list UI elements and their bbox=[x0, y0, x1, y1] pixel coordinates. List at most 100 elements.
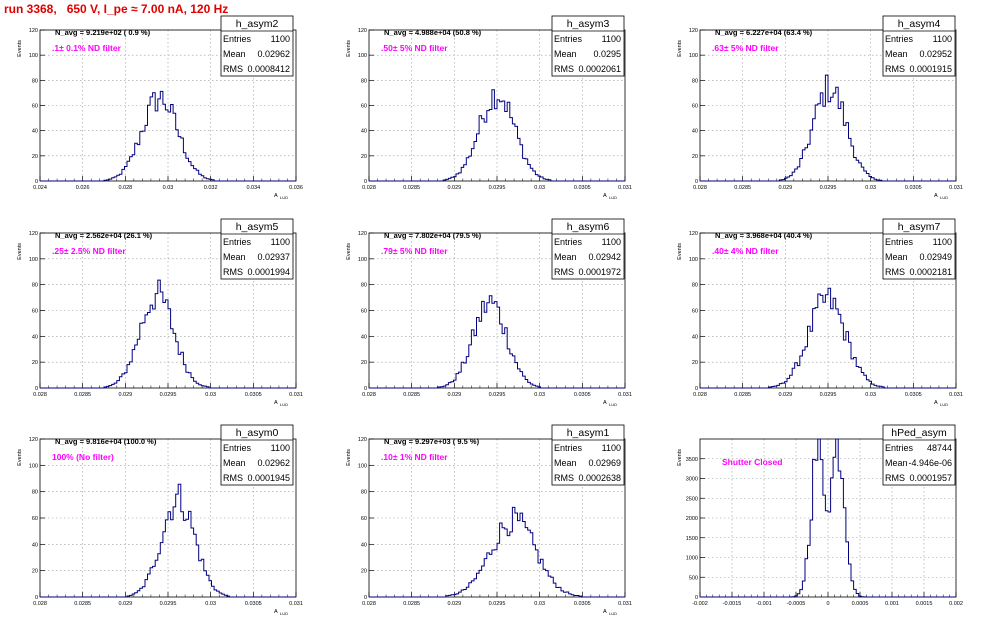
navg-label: N_avg = 9.816e+04 (100.0 %) bbox=[55, 437, 157, 446]
histogram-line bbox=[40, 90, 296, 182]
histogram-name: h_asym6 bbox=[567, 221, 610, 233]
stats-value-mean: 0.02969 bbox=[588, 458, 621, 468]
stats-box-frame bbox=[882, 218, 956, 280]
stats-value-entries: 1100 bbox=[271, 237, 290, 247]
histogram-name: h_asym1 bbox=[567, 427, 610, 439]
stats-value-entries: 1100 bbox=[602, 443, 621, 453]
x-tick-label: 0.028 bbox=[33, 601, 47, 607]
y-tick-label: 100 bbox=[689, 257, 698, 263]
x-tick-label: 0.026 bbox=[76, 185, 90, 191]
x-tick-label: 0.03 bbox=[205, 601, 216, 607]
stats-key-entries: Entries bbox=[554, 237, 583, 247]
y-tick-label: 1500 bbox=[686, 536, 698, 542]
x-tick-label: 0.029 bbox=[118, 392, 132, 398]
stats-value-rms: 0.0002638 bbox=[578, 473, 621, 483]
stats-key-rms: RMS bbox=[554, 267, 574, 277]
histogram-line bbox=[700, 74, 956, 182]
panel-h_asym2: 0.024 0.026 0.028 0.03 0.032 0.034 0.036 0 20 40 6… bbox=[17, 15, 303, 200]
y-tick-label: 100 bbox=[358, 257, 367, 263]
y-tick-label: 60 bbox=[32, 104, 38, 110]
stats-key-entries: Entries bbox=[223, 34, 252, 44]
x-tick-label: 0.0305 bbox=[245, 601, 262, 607]
histogram-line bbox=[700, 438, 956, 598]
x-tick-label: 0.0285 bbox=[74, 601, 91, 607]
y-axis-label: Events bbox=[17, 449, 23, 466]
panel-h_asym5: 0.028 0.0285 0.029 0.0295 0.03 0.0305 0.031 0 20… bbox=[17, 218, 303, 407]
stats-value-mean: 0.02962 bbox=[257, 49, 290, 59]
x-tick-label: -0.001 bbox=[756, 601, 772, 607]
stats-value-rms: 0.0001915 bbox=[909, 64, 952, 74]
y-tick-label: 120 bbox=[358, 437, 367, 443]
stats-key-entries: Entries bbox=[885, 237, 914, 247]
x-tick-label: 0.0285 bbox=[403, 392, 420, 398]
stats-box-frame bbox=[551, 15, 625, 77]
y-tick-label: 0 bbox=[364, 595, 367, 601]
x-tick-label: 0.032 bbox=[204, 185, 218, 191]
x-tick-label: 0.0305 bbox=[905, 392, 922, 398]
filter-annotation: .40± 4% ND filter bbox=[712, 246, 779, 256]
x-tick-label: 0.03 bbox=[865, 185, 876, 191]
x-tick-label: 0.03 bbox=[163, 185, 174, 191]
y-tick-label: 0 bbox=[695, 179, 698, 185]
x-axis-label: A bbox=[274, 400, 278, 406]
x-tick-label: 0.029 bbox=[447, 185, 461, 191]
navg-label: N_avg = 3.968e+04 (40.4 %) bbox=[715, 231, 813, 240]
y-tick-label: 0 bbox=[364, 179, 367, 185]
x-tick-label: 0.03 bbox=[534, 392, 545, 398]
stats-key-entries: Entries bbox=[554, 443, 583, 453]
y-tick-label: 0 bbox=[695, 386, 698, 392]
y-tick-label: 60 bbox=[32, 516, 38, 522]
y-tick-label: 120 bbox=[29, 437, 38, 443]
stats-box-frame bbox=[220, 218, 294, 280]
y-tick-label: 120 bbox=[689, 28, 698, 34]
x-axis-label: A bbox=[274, 193, 278, 199]
x-tick-label: 0.0295 bbox=[820, 185, 837, 191]
panel-h_asym0: 0.028 0.0285 0.029 0.0295 0.03 0.0305 0.031 0 20… bbox=[17, 424, 303, 616]
x-tick-label: 0.031 bbox=[618, 601, 632, 607]
stats-value-rms: 0.0002181 bbox=[909, 267, 952, 277]
y-tick-label: 500 bbox=[689, 575, 698, 581]
histogram-line bbox=[369, 506, 625, 598]
x-tick-label: 0.036 bbox=[289, 185, 303, 191]
stats-value-mean: 0.02937 bbox=[257, 252, 290, 262]
filter-annotation: .63± 5% ND filter bbox=[712, 43, 779, 53]
y-tick-label: 100 bbox=[358, 463, 367, 469]
histogram-name: h_asym5 bbox=[236, 221, 279, 233]
stats-box: h_asym4 Entries 1100 Mean 0.02952 RMS 0.000191… bbox=[882, 15, 956, 77]
x-tick-label: -0.0005 bbox=[787, 601, 806, 607]
stats-key-rms: RMS bbox=[885, 473, 905, 483]
x-tick-label: 0.028 bbox=[362, 392, 376, 398]
navg-label: N_avg = 4.988e+04 (50.8 %) bbox=[384, 28, 482, 37]
y-axis-label: Events bbox=[677, 449, 683, 466]
y-tick-label: 120 bbox=[29, 231, 38, 237]
y-axis-label: Events bbox=[346, 449, 352, 466]
stats-box-frame bbox=[551, 424, 625, 486]
y-axis-label: Events bbox=[677, 40, 683, 57]
histogram-name: h_asym2 bbox=[236, 18, 279, 30]
stats-value-rms: 0.0001957 bbox=[909, 473, 952, 483]
x-tick-label: 0.031 bbox=[289, 392, 303, 398]
x-tick-label: 0.0305 bbox=[574, 601, 591, 607]
stats-key-entries: Entries bbox=[554, 34, 583, 44]
histogram-line bbox=[40, 483, 296, 598]
y-tick-label: 0 bbox=[364, 386, 367, 392]
stats-box: h_asym5 Entries 1100 Mean 0.02937 RMS 0.000199… bbox=[220, 218, 294, 280]
histogram-line bbox=[369, 295, 625, 389]
y-tick-label: 20 bbox=[361, 154, 367, 160]
x-axis-label-sub: LUD bbox=[940, 195, 948, 200]
x-axis-label-sub: LUD bbox=[280, 402, 288, 407]
stats-value-rms: 0.0001945 bbox=[247, 473, 290, 483]
stats-key-mean: Mean bbox=[223, 252, 246, 262]
x-axis-label: A bbox=[603, 609, 607, 615]
stats-value-rms: 0.0002061 bbox=[578, 64, 621, 74]
stats-key-rms: RMS bbox=[885, 64, 905, 74]
stats-key-mean: Mean bbox=[885, 458, 908, 468]
histogram-name: hPed_asym bbox=[891, 427, 947, 439]
x-axis-label-sub: LUD bbox=[280, 195, 288, 200]
x-tick-label: 0.0285 bbox=[734, 185, 751, 191]
x-tick-label: 0.0285 bbox=[74, 392, 91, 398]
filter-annotation: Shutter Closed bbox=[722, 457, 782, 467]
y-tick-label: 40 bbox=[692, 334, 698, 340]
x-tick-label: 0.029 bbox=[778, 185, 792, 191]
